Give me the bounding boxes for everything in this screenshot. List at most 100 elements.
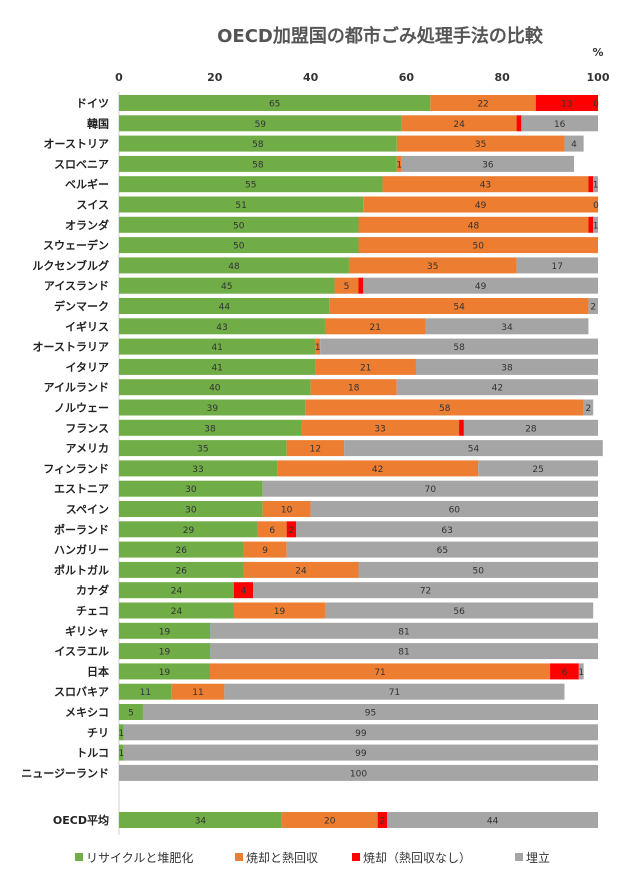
data-label: 28 [525,424,537,434]
bar-segment [119,764,598,781]
data-label: 50 [233,221,245,231]
bar-segment [425,318,589,335]
legend-swatch [235,853,243,861]
legend-swatch [515,853,523,861]
data-label: 45 [221,282,232,292]
bar-segment [348,257,517,274]
category-label: イギリス [65,319,109,333]
bar-segment [401,155,575,172]
bar-segment [119,561,244,578]
data-label: 99 [355,749,367,759]
bar-segment [210,643,598,660]
data-label: 72 [420,587,431,597]
bar-segment [119,460,278,477]
bar-segment [119,399,306,416]
bar-segment [358,561,598,578]
category-label: ニュージーランド [21,767,109,780]
bar-segment [119,643,211,660]
bar-segment [119,115,402,132]
legend-swatch [75,853,83,861]
bar-segment [324,602,594,619]
bar-segment [401,115,517,132]
category-label: ギリシャ [65,624,109,638]
bar-segment [119,338,316,355]
data-label: 24 [295,566,307,576]
bar-segment [286,541,598,558]
category-label: オランダ [65,218,109,232]
data-label: 19 [274,607,286,617]
bar-segment [119,419,302,436]
bar-segment [305,399,584,416]
bar-segment [119,155,397,172]
x-tick-label: 80 [495,71,511,84]
data-label: 12 [310,445,321,455]
bar-segment [315,338,321,355]
bar-segment [119,196,364,213]
bar-segment [281,812,378,828]
bar-segment [310,501,598,517]
bar-segment [119,237,359,254]
bar-segment [358,277,364,294]
data-label: 38 [501,363,513,373]
bar-segment [119,277,335,294]
data-label: 4 [241,587,247,597]
data-label: 29 [183,526,195,536]
data-label: 99 [355,729,367,739]
bar-segment [578,663,584,680]
bar-segment [588,298,598,314]
bar-segment [119,298,330,314]
data-label: 19 [159,648,171,658]
category-label: スペイン [66,503,109,516]
bar-segment [119,501,263,517]
category-label: メキシコ [65,706,109,719]
bar-segment [119,257,349,274]
bar-segment [415,358,598,375]
bar-segment [119,602,234,619]
bar-segment [583,399,594,416]
bar-segment [363,196,598,213]
bar-segment [233,582,254,599]
data-label: 42 [492,384,503,394]
legend-swatch [352,853,360,861]
x-tick-label: 20 [207,71,223,84]
bar-segment [142,704,598,720]
category-label: オーストラリア [33,341,109,354]
bar-segment [119,744,124,761]
bar-segment [463,419,598,436]
category-label: ポーランド [54,522,109,536]
x-tick-label: 60 [399,71,415,84]
bar-segment [171,683,225,700]
category-label: アイルランド [44,381,109,394]
data-label: 24 [171,587,183,597]
bar-segment [262,501,311,517]
data-label: 21 [360,363,371,373]
category-label: OECD平均 [53,813,109,827]
bar-segment [262,480,598,497]
category-label: ポルトガル [54,563,109,577]
data-label: 50 [233,242,245,252]
bar-segment [119,358,316,375]
data-label: 2 [289,526,295,536]
category-label: ベルギー [65,177,109,191]
data-label: 0 [593,100,599,110]
bar-segment [123,724,598,741]
data-label: 81 [398,648,409,658]
data-label: 40 [209,384,221,394]
category-label: フランス [65,422,109,435]
category-label: オーストリア [44,138,109,151]
data-label: 9 [262,546,268,556]
bar-segment [296,521,598,538]
data-label: 35 [197,445,208,455]
data-label: 100 [350,769,367,779]
chart-title: OECD加盟国の都市ごみ処理手法の比較 [217,26,543,47]
category-label: 日本 [87,664,109,678]
data-label: 11 [140,688,151,698]
bar-segment [320,338,598,355]
bar-segment [119,135,397,152]
legend-label: 埋立 [526,850,550,865]
category-label: チリ [87,726,109,739]
bar-segment [243,541,287,558]
bar-segment [286,440,345,457]
data-label: 33 [374,424,385,434]
category-label: ノルウェー [54,402,109,415]
